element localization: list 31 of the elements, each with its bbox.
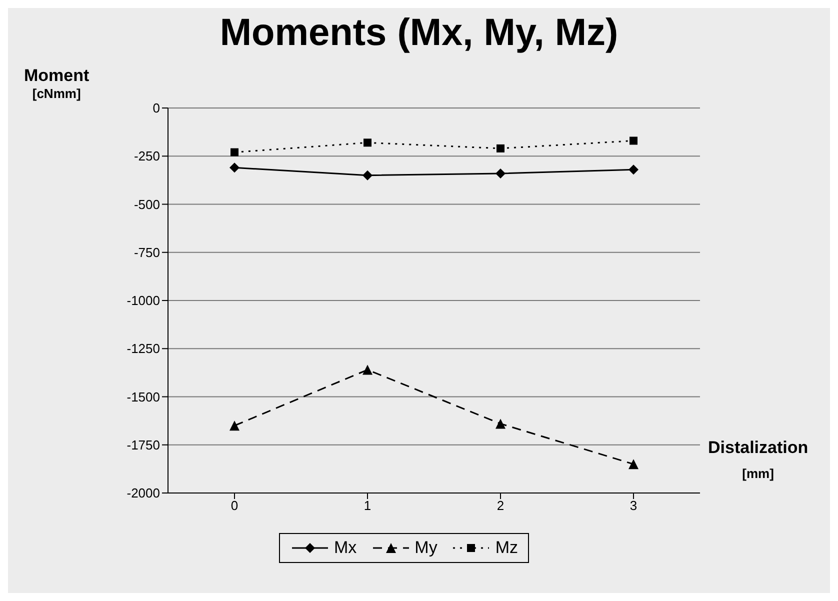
point bbox=[364, 138, 372, 147]
point bbox=[630, 136, 638, 145]
x-tick-label: 0 bbox=[230, 498, 238, 514]
y-tick-label: -500 bbox=[134, 196, 160, 212]
point bbox=[496, 144, 504, 152]
x-tick-label: 1 bbox=[364, 498, 372, 514]
chart-title: Moments (Mx, My, Mz) bbox=[218, 12, 620, 55]
y-tick-label: -2000 bbox=[126, 486, 160, 501]
point bbox=[230, 420, 240, 431]
point bbox=[628, 459, 638, 470]
y-tick-label: -1250 bbox=[126, 341, 160, 356]
point bbox=[362, 364, 372, 375]
x-tick-label: 3 bbox=[630, 498, 638, 514]
y-tick-label: -250 bbox=[134, 148, 160, 164]
y-tick-label: -1750 bbox=[126, 437, 160, 452]
legend-label: Mz bbox=[495, 538, 518, 558]
point bbox=[230, 162, 240, 173]
point bbox=[362, 170, 372, 180]
point bbox=[496, 168, 506, 178]
y-tick-label: -750 bbox=[134, 244, 160, 260]
legend-label: My bbox=[414, 538, 438, 558]
point bbox=[628, 164, 638, 175]
point bbox=[496, 418, 506, 429]
y-tick-label: -1500 bbox=[126, 389, 160, 404]
x-tick-label: 2 bbox=[496, 498, 504, 514]
x-axis-title: Distalization [mm] bbox=[708, 438, 808, 481]
y-tick-label: -1000 bbox=[126, 293, 160, 308]
y-axis-title: Moment [cNmm] bbox=[24, 66, 90, 101]
point bbox=[230, 148, 238, 156]
y-tick-label: 0 bbox=[152, 100, 160, 116]
legend-label: Mx bbox=[334, 538, 357, 558]
